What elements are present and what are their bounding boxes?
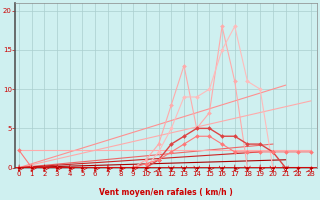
X-axis label: Vent moyen/en rafales ( km/h ): Vent moyen/en rafales ( km/h ) [100,188,233,197]
